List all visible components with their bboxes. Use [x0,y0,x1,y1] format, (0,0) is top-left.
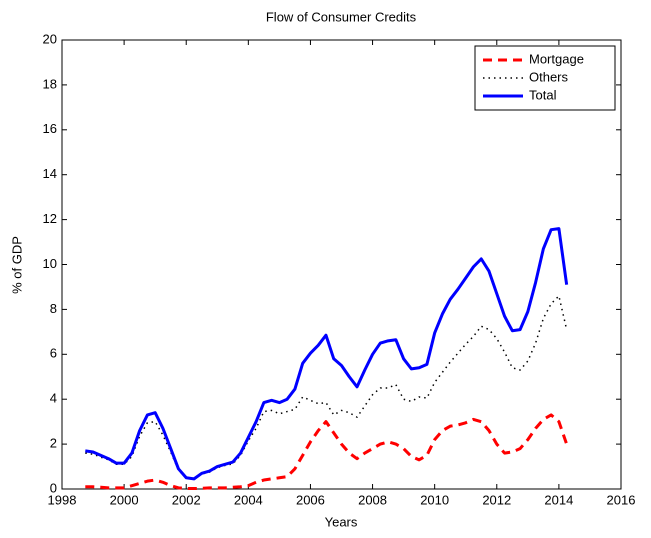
x-tick-label: 2012 [482,492,511,507]
legend-label: Total [529,87,557,102]
x-tick-label: 2008 [358,492,387,507]
line-series [85,227,569,481]
chart-title: Flow of Consumer Credits [266,9,417,24]
x-tick-label: 1998 [48,492,77,507]
y-tick-label: 18 [43,76,57,91]
y-tick-label: 6 [50,346,57,361]
x-tick-label: 2010 [420,492,449,507]
y-tick-label: 10 [43,256,57,271]
y-tick-label: 4 [50,391,57,406]
y-tick-label: 16 [43,121,57,136]
x-tick-label: 2016 [607,492,636,507]
y-tick-label: 0 [50,480,57,495]
y-axis-label: % of GDP [9,236,24,294]
legend-box [474,45,616,111]
legend-label: Others [529,69,569,84]
y-tick-label: 20 [43,31,57,46]
x-tick-label: 2000 [110,492,139,507]
legend-label: Mortgage [529,51,584,66]
y-tick-label: 12 [43,211,57,226]
y-tick-label: 14 [43,166,57,181]
x-tick-label: 2006 [296,492,325,507]
line-series [85,413,569,491]
y-tick-label: 8 [50,301,57,316]
x-tick-label: 2002 [172,492,201,507]
x-tick-label: 2014 [544,492,573,507]
x-tick-label: 2004 [234,492,263,507]
x-axis-label: Years [325,514,358,529]
y-tick-label: 2 [50,436,57,451]
